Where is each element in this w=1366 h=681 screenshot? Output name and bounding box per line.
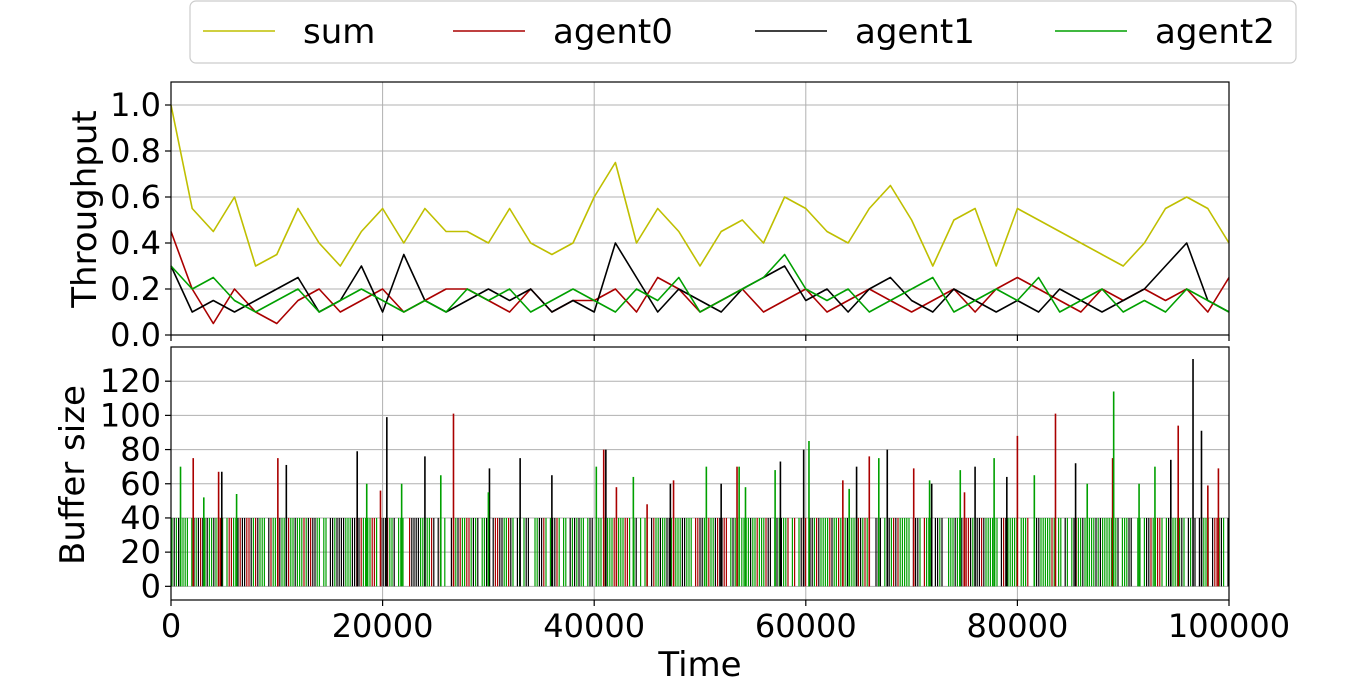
buffer-ytick-label-5: 100 xyxy=(100,396,161,434)
throughput-ytick-label-0: 0.0 xyxy=(110,316,161,354)
y-axis-label-buffer-size: Buffer size xyxy=(53,385,93,565)
buffer-ytick-label-6: 120 xyxy=(100,362,161,400)
series-line-agent0 xyxy=(170,231,1230,325)
throughput-ytick-label-4: 0.8 xyxy=(110,132,161,170)
series-line-agent1 xyxy=(170,242,1230,313)
y-axis-label-throughput: Throughput xyxy=(65,110,105,309)
series-line-sum xyxy=(170,104,1230,267)
buffer-xtick-label-4: 80000 xyxy=(967,607,1069,645)
buffer-xtick-label-1: 20000 xyxy=(332,607,434,645)
buffer-ytick-label-3: 60 xyxy=(120,465,161,503)
buffer-xtick-label-0: 0 xyxy=(161,607,181,645)
legend-label-agent1: agent1 xyxy=(855,12,975,52)
buffer-xtick-label-5: 100000 xyxy=(1168,607,1290,645)
legend-label-agent2: agent2 xyxy=(1155,12,1275,52)
buffer-ytick-label-0: 0 xyxy=(141,567,161,605)
buffer-xtick-label-2: 40000 xyxy=(543,607,645,645)
buffer-xtick-label-3: 60000 xyxy=(755,607,857,645)
throughput-panel: 0.0 0.2 0.4 0.6 0.8 1.0 xyxy=(110,81,1230,354)
throughput-ytick-label-3: 0.6 xyxy=(110,178,161,216)
legend-label-agent0: agent0 xyxy=(553,12,673,52)
throughput-ytick-label-5: 1.0 xyxy=(110,86,161,124)
buffer-frame xyxy=(170,346,1230,601)
legend: sum agent0 agent1 agent2 xyxy=(189,0,1297,64)
legend-box xyxy=(189,0,1297,64)
throughput-ytick-label-1: 0.2 xyxy=(110,270,161,308)
throughput-frame xyxy=(170,81,1230,336)
buffer-ytick-label-1: 20 xyxy=(120,533,161,571)
buffer-ytick-label-4: 80 xyxy=(120,431,161,469)
buffer-ytick-label-2: 40 xyxy=(120,499,161,537)
throughput-ytick-label-2: 0.4 xyxy=(110,224,161,262)
series-line-agent2 xyxy=(170,253,1230,313)
legend-label-sum: sum xyxy=(303,12,375,52)
x-axis-label-time: Time xyxy=(657,645,741,681)
